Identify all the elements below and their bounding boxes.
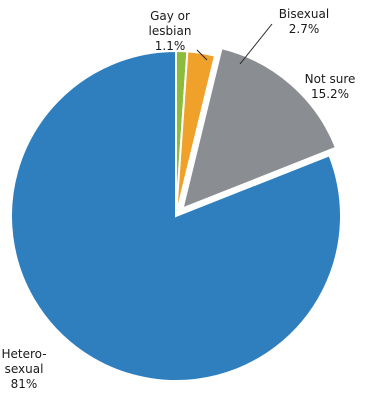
slice-label-4: Hetero-sexual 81% <box>1 347 46 391</box>
slice-label-line: lesbian <box>149 24 192 38</box>
slice-label-3: Not sure 15.2% <box>305 72 356 101</box>
label-leader-line-1 <box>196 49 208 61</box>
slice-label-line: Hetero- <box>1 347 46 361</box>
slice-label-line: Not sure <box>305 72 356 86</box>
pie-slice-3 <box>181 46 338 211</box>
slice-label-line: 81% <box>11 377 38 391</box>
slice-label-line: 2.7% <box>289 22 320 36</box>
slice-label-line: 1.1% <box>155 39 186 53</box>
pie-slice-2 <box>175 50 217 217</box>
slice-label-line: 15.2% <box>311 87 349 101</box>
label-leader-line-2 <box>239 23 273 65</box>
slice-label-line: sexual <box>5 362 44 376</box>
slice-label-2: Bisexual 2.7% <box>279 7 329 36</box>
slice-label-1: Gay or lesbian 1.1% <box>149 9 192 53</box>
slice-label-line: Bisexual <box>279 7 329 21</box>
slice-label-line: Gay or <box>150 9 190 23</box>
pie-slice-4 <box>10 49 342 382</box>
